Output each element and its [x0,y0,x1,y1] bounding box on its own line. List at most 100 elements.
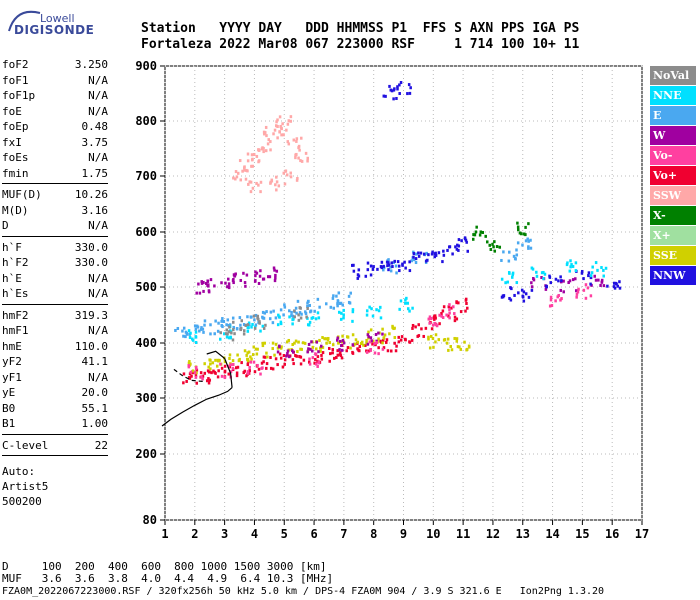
trace-point-nne [188,335,192,339]
trace-point-e [193,324,197,328]
param-row: foEp 0.48 [2,119,108,135]
trace-point-nne [543,272,547,276]
param-key: h`F [2,240,22,254]
trace-point-x- [473,233,477,237]
trace-point-ssw [238,159,242,163]
profile-upper-curve [206,350,233,388]
trace-point-x- [518,231,522,235]
y-tick-label: 600 [135,225,157,239]
trace-point-e [274,316,278,320]
trace-point-e [527,245,530,249]
logo-lowell: Lowell [40,12,75,25]
trace-point-w [202,280,205,284]
param-value: N/A [88,324,108,337]
trace-point-sse [291,343,294,347]
trace-point-nne [590,271,594,275]
trace-point-w [200,281,204,285]
param-value: 0.48 [81,120,109,133]
trace-point-w [243,281,247,285]
trace-point-nne [506,280,509,284]
trace-point-ssw [289,115,293,119]
trace-point-vo- [440,312,443,316]
trace-point-vo- [373,351,377,355]
legend-item-noval: NoVal [650,66,696,85]
trace-point-vo- [205,379,209,383]
trace-point-sse [287,338,291,342]
legend-item-sse: SSE [650,246,696,265]
trace-point-ssw [294,156,297,160]
trace-point-vo- [390,349,393,353]
trace-point-sse [359,342,363,346]
trace-point-sse [247,350,251,354]
trace-point-nne [399,299,403,303]
param-value: 330.0 [74,240,108,254]
param-key: foF2 [2,58,29,71]
trace-point-nne [375,308,378,312]
trace-point-w [600,278,604,282]
trace-point-w [342,341,346,345]
x-tick-label: 9 [400,527,407,541]
trace-point-nne [404,301,407,305]
param-row: B0 55.1 [2,401,108,417]
trace-point-e [304,310,307,314]
trace-point-vo- [235,374,239,378]
trace-point-sse [321,336,324,340]
trace-point-e [296,299,300,303]
trace-point-nnw [371,267,375,271]
trace-point-w [571,278,575,282]
trace-point-nnw [463,236,467,240]
param-key: foEs [2,151,29,164]
param-row: h`Es N/A [2,286,108,302]
trace-point-e [524,239,528,243]
trace-point-ssw [234,170,238,174]
trace-point-ssw [275,188,278,192]
trace-point-w [254,270,257,274]
trace-point-vo- [245,374,248,378]
param-key: fmin [2,166,29,180]
trace-point-ssw [232,176,235,180]
trace-point-vo- [584,283,588,287]
param-row: foE N/A [2,104,108,120]
trace-point-nnw [465,240,468,244]
trace-point-e [271,321,275,325]
trace-point-nnw [380,260,384,264]
trace-point-vo- [345,349,348,353]
trace-point-ssw [234,177,237,181]
trace-point-e [181,329,184,333]
trace-point-nnw [397,264,401,268]
param-key: fxI [2,135,22,149]
trace-point-e [290,313,293,317]
trace-point-vo- [291,358,295,362]
trace-point-vo- [282,354,286,358]
trace-point-sse [271,341,275,345]
trace-point-sse [280,345,283,349]
trace-point-nnw [417,251,420,255]
trace-point-ssw [276,136,279,140]
trace-point-nne [342,308,345,312]
trace-point-nne [604,266,608,270]
trace-point-e [291,314,295,318]
trace-point-w [320,344,323,348]
trace-point-w [206,279,210,283]
param-key: hmE [2,339,22,353]
trace-point-noval [256,314,260,318]
param-row: yE 20.0 [2,385,108,401]
trace-point-x- [498,245,502,249]
x-tick-label: 16 [605,527,619,541]
trace-point-nnw [433,255,437,259]
trace-point-nnw [369,264,373,268]
trace-point-sse [393,336,397,340]
trace-point-e [306,301,309,305]
trace-point-e [382,268,385,272]
trace-point-w [381,332,384,336]
trace-point-w [340,348,344,352]
trace-point-nnw [442,253,446,257]
trace-point-sse [337,341,340,345]
trace-point-vo- [321,351,325,355]
param-row: h`E N/A [2,271,108,287]
trace-point-ssw [295,137,299,141]
trace-point-sse [311,345,315,349]
trace-point-nne [247,321,251,325]
trace-point-sse [296,350,299,354]
